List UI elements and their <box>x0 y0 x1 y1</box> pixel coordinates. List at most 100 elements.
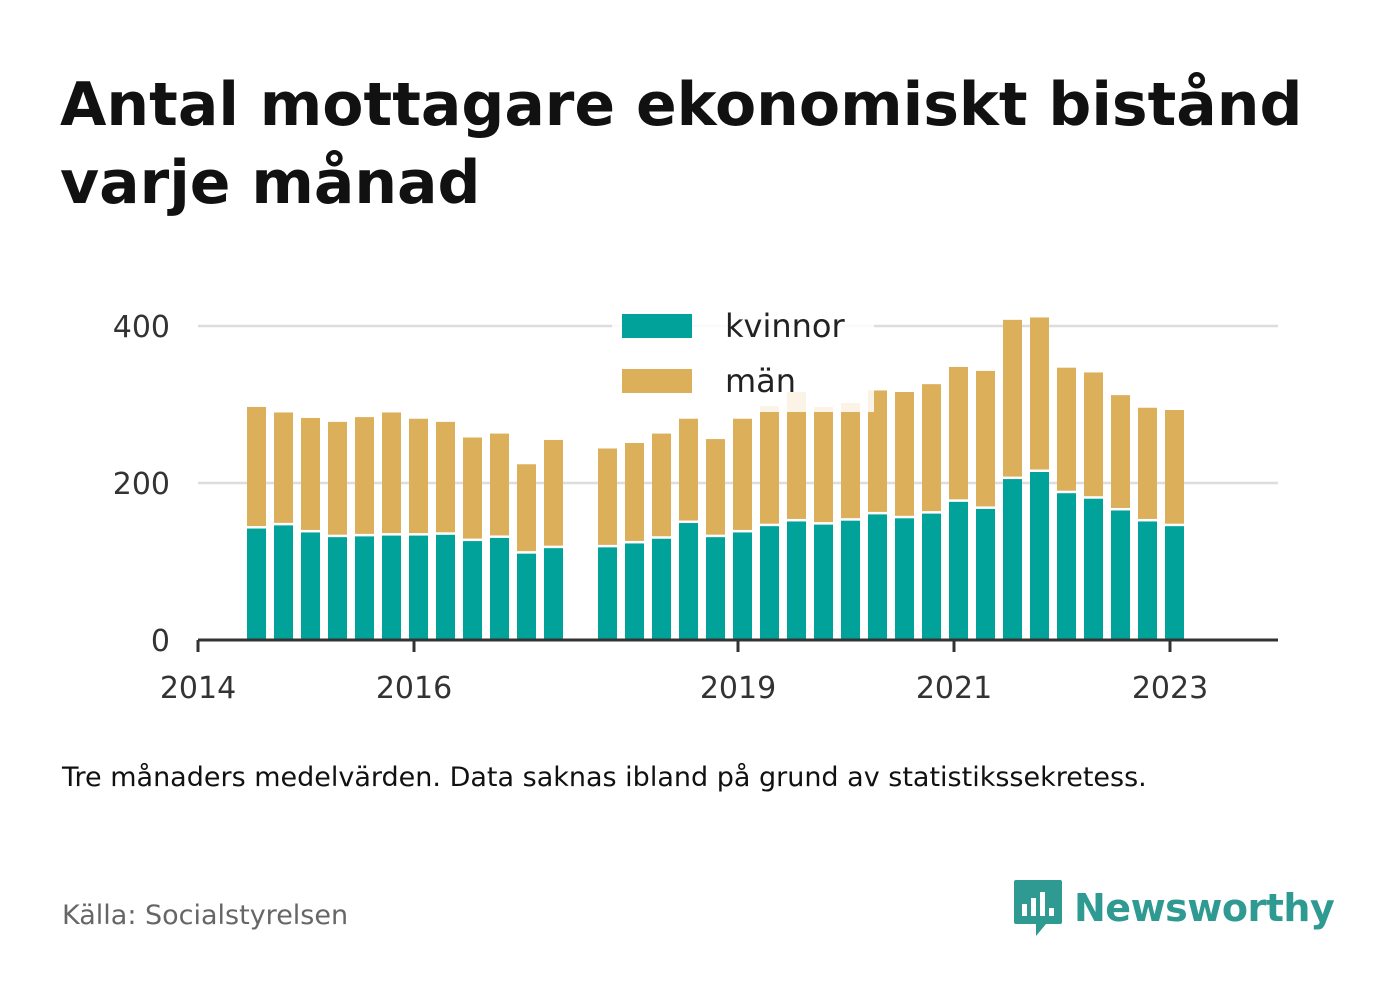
bar-kvinnor <box>274 525 293 640</box>
bar-kvinnor <box>1030 472 1049 640</box>
bar-kvinnor <box>895 518 914 640</box>
bar-top-edge <box>1030 315 1049 318</box>
bar-kvinnor <box>598 547 617 640</box>
bar-top-edge <box>1057 365 1076 368</box>
bar-top-edge <box>1192 0 1211 2</box>
bar-top-edge <box>355 415 374 418</box>
bar-man <box>1138 407 1157 519</box>
bar-man <box>355 417 374 534</box>
legend-swatch-kvinnor <box>622 314 692 338</box>
bar-top-edge <box>274 410 293 413</box>
source-label: Källa: Socialstyrelsen <box>62 900 349 931</box>
bar-kvinnor <box>679 523 698 640</box>
bar-kvinnor <box>1057 493 1076 640</box>
bar-kvinnor <box>868 514 887 640</box>
bar-man <box>544 439 563 546</box>
bar-man <box>409 418 428 534</box>
bar-man <box>976 370 995 507</box>
bars <box>247 0 1211 640</box>
bar-top-edge <box>733 416 752 419</box>
bar-man <box>787 391 806 519</box>
chart-note: Tre månaders medelvärden. Data saknas ib… <box>62 762 1147 793</box>
bar-man <box>949 366 968 500</box>
bar-kvinnor <box>1003 479 1022 640</box>
bar-top-edge <box>409 416 428 419</box>
bar-man <box>517 464 536 552</box>
legend-label-man: män <box>725 362 796 400</box>
bar-man <box>382 412 401 534</box>
bar-man <box>625 442 644 541</box>
bar-top-edge <box>949 364 968 367</box>
bar-kvinnor <box>301 532 320 640</box>
bar-kvinnor <box>625 543 644 640</box>
x-tick-label: 2019 <box>700 671 776 706</box>
chart-title: Antal mottagare ekonomiskt bistånd varje… <box>60 70 1303 218</box>
brand-logo: Newsworthy <box>1012 878 1335 938</box>
bar-top-edge <box>301 415 320 418</box>
bar-kvinnor <box>355 536 374 640</box>
bar-top-edge <box>1138 405 1157 408</box>
bar-top-edge <box>625 440 644 443</box>
bar-man <box>760 406 779 524</box>
bar-man <box>652 433 671 537</box>
bar-top-edge <box>706 437 725 440</box>
bar-top-edge <box>436 419 455 422</box>
bar-man <box>598 448 617 545</box>
bar-man <box>490 433 509 536</box>
bar-kvinnor <box>1138 521 1157 640</box>
bar-kvinnor <box>760 526 779 640</box>
legend: kvinnor män <box>612 302 874 412</box>
bar-top-edge <box>652 431 671 434</box>
y-tick-label: 400 <box>113 310 170 345</box>
bar-top-edge <box>382 410 401 413</box>
bar-man <box>1084 372 1103 497</box>
legend-label-kvinnor: kvinnor <box>725 307 846 345</box>
bar-kvinnor <box>544 548 563 640</box>
bar-man <box>814 406 833 523</box>
bar-kvinnor <box>841 520 860 640</box>
bar-man <box>895 391 914 516</box>
bar-man <box>922 384 941 512</box>
bar-man <box>706 439 725 535</box>
y-tick-label: 200 <box>113 467 170 502</box>
bar-man <box>733 418 752 530</box>
x-tick-label: 2023 <box>1132 671 1208 706</box>
bar-top-edge <box>463 435 482 438</box>
bar-kvinnor <box>787 521 806 640</box>
bar-man <box>1057 367 1076 491</box>
bar-man <box>679 418 698 521</box>
bar-man <box>436 421 455 533</box>
bar-man <box>868 390 887 512</box>
bar-top-edge <box>1111 393 1130 396</box>
bar-top-edge <box>1165 407 1184 410</box>
bar-top-edge <box>517 462 536 465</box>
bar-man <box>274 412 293 523</box>
y-tick-label: 0 <box>151 624 170 659</box>
bar-top-edge <box>328 419 347 422</box>
bar-man <box>1111 395 1130 508</box>
bar-kvinnor <box>706 537 725 640</box>
axes: 0 200 400 2014 2016 2019 2021 2023 <box>113 310 1278 706</box>
bar-kvinnor <box>463 541 482 640</box>
bar-top-edge <box>895 389 914 392</box>
bar-top-edge <box>247 404 266 407</box>
bar-kvinnor <box>652 538 671 640</box>
bar-top-edge <box>679 416 698 419</box>
bar-kvinnor <box>1111 510 1130 640</box>
bar-man <box>1003 319 1022 477</box>
bar-man <box>301 417 320 530</box>
bar-kvinnor <box>436 534 455 640</box>
bar-top-edge <box>868 388 887 391</box>
bar-kvinnor <box>409 535 428 640</box>
bar-kvinnor <box>976 508 995 640</box>
x-tick-label: 2014 <box>160 671 236 706</box>
bar-top-edge <box>1003 317 1022 320</box>
bar-kvinnor <box>814 524 833 640</box>
bar-man <box>1030 317 1049 470</box>
bar-kvinnor <box>733 532 752 640</box>
bar-kvinnor <box>1165 526 1184 640</box>
bar-man <box>247 406 266 527</box>
bar-kvinnor <box>328 537 347 640</box>
bar-kvinnor <box>382 535 401 640</box>
